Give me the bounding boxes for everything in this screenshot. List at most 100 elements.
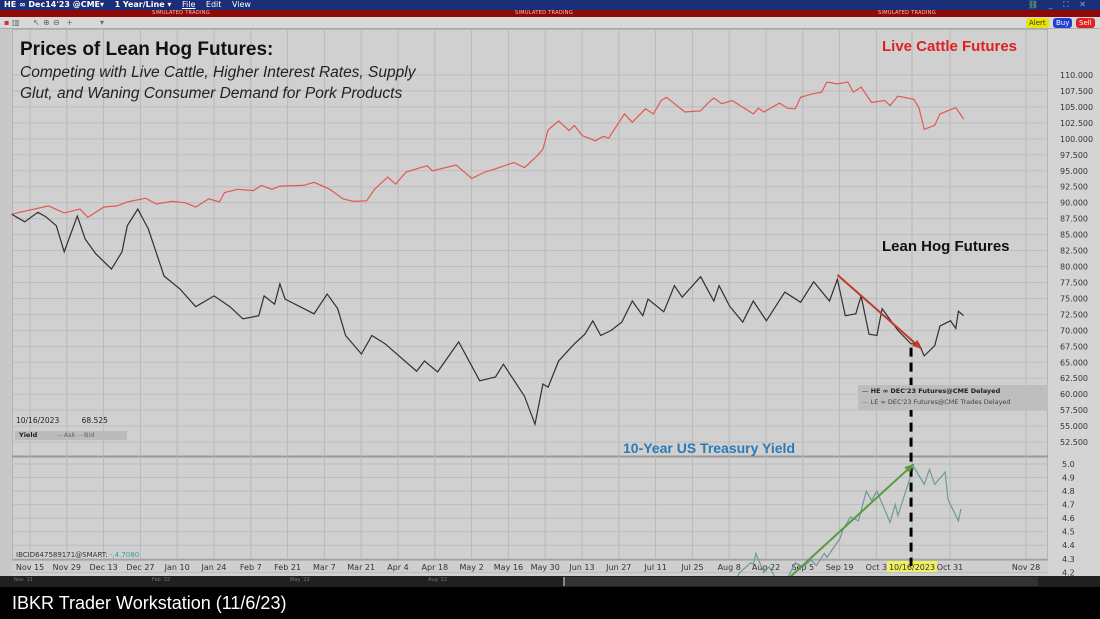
chart-subtitle-1: Competing with Live Cattle, Higher Inter…	[20, 64, 416, 81]
chart-toolbar: ▪ ▥ ↖ ⊕ ⊖ + ▾ Alert Buy Sell	[0, 17, 1100, 29]
y-tick-label: 55.000	[1060, 422, 1088, 431]
yield-readout-id: IBCID647589171@SMART:	[16, 551, 108, 559]
buy-button[interactable]: Buy	[1053, 18, 1073, 28]
simulated-text: SIMULATED TRADING	[878, 10, 936, 16]
live-cattle-series-line	[11, 81, 965, 219]
y-tick-label: 62.500	[1060, 374, 1088, 383]
scroller-label: Aug '22	[428, 577, 448, 583]
x-tick-label: Dec 27	[126, 563, 154, 572]
y-tick-label: 82.500	[1060, 247, 1088, 256]
simulated-text: SIMULATED TRADING	[152, 10, 210, 16]
yield-legend-bid[interactable]: Bid	[84, 431, 95, 439]
yield-readout-value: -,4.7080	[109, 551, 140, 559]
y-tick-label: 4.4	[1062, 541, 1075, 550]
y-tick-label: 4.9	[1062, 474, 1075, 483]
x-tick-label: Feb 7	[240, 563, 262, 572]
chart-area[interactable]: Nov 15 Nov 29 Dec 13 Dec 27 Jan 10 Jan 24 Feb …	[0, 28, 1100, 584]
yield-label: 10-Year US Treasury Yield	[623, 440, 795, 456]
menu-view[interactable]: View	[231, 0, 251, 9]
y-tick-label: 5.0	[1062, 460, 1075, 469]
window-controls[interactable]: ⛓ _ ⛶ ✕	[1028, 0, 1094, 10]
y-tick-label: 4.6	[1062, 514, 1075, 523]
maximize-icon[interactable]: ⛶	[1063, 0, 1069, 9]
highlighted-date-bg	[887, 561, 937, 572]
chart-title: Prices of Lean Hog Futures:	[20, 39, 274, 60]
treasury-yield-series-line	[734, 465, 962, 584]
y-tick-label: 60.000	[1060, 390, 1088, 399]
x-tick-label: May 16	[494, 563, 523, 572]
pan-icon[interactable]: ↖	[33, 18, 40, 27]
y-tick-label: 105.000	[1060, 103, 1093, 112]
title-bar: HE ∞ Dec14'23 @CME▾ 1 Year/Line ▾ File E…	[0, 0, 1100, 10]
y-tick-label: 65.000	[1060, 358, 1088, 367]
y-tick-label: 57.500	[1060, 406, 1088, 415]
alert-button[interactable]: Alert	[1026, 18, 1049, 28]
menu-edit[interactable]: Edit	[205, 0, 222, 9]
y-tick-label: 107.500	[1060, 87, 1093, 96]
menu-file[interactable]: File	[181, 0, 196, 9]
x-tick-label: Mar 21	[347, 563, 375, 572]
chart-type-icon[interactable]: ▪	[4, 18, 10, 27]
sell-button[interactable]: Sell	[1076, 18, 1095, 28]
y-tick-label: 80.000	[1060, 263, 1088, 272]
legend-item-cattle[interactable]: — LE ∞ DEC'23 Futures@CME Trades Delayed	[862, 398, 1011, 406]
yield-legend-ask[interactable]: Ask	[63, 431, 76, 439]
y-axis-strip	[1048, 29, 1100, 576]
y-tick-label: 70.000	[1060, 326, 1088, 335]
y-tick-label: 4.5	[1062, 528, 1075, 537]
x-tick-label: Aug 22	[752, 563, 780, 572]
zoom-in-icon[interactable]: ⊕	[43, 18, 50, 27]
link-icon[interactable]: ⛓	[1027, 0, 1039, 9]
x-tick-label: May 2	[460, 563, 484, 572]
y-tick-label: 77.500	[1060, 278, 1088, 287]
scroller-label: Feb '22	[152, 577, 171, 583]
x-tick-label: Sep 5	[791, 563, 814, 572]
legend-item-hog[interactable]: — HE ∞ DEC'23 Futures@CME Delayed	[862, 387, 1001, 395]
y-tick-label: 67.500	[1060, 342, 1088, 351]
x-tick-label: Nov 29	[53, 563, 81, 572]
scroller-thumb[interactable]	[563, 577, 1038, 586]
simulated-text: SIMULATED TRADING	[515, 10, 573, 16]
left-strip	[0, 29, 12, 576]
x-tick-label: Nov 28	[1012, 563, 1040, 572]
x-tick-label: Jul 11	[643, 563, 666, 572]
minimize-icon[interactable]: _	[1048, 0, 1053, 9]
x-tick-label: Nov 15	[16, 563, 44, 572]
hog-label: Lean Hog Futures	[882, 238, 1010, 255]
chart-subtitle-2: Glut, and Waning Consumer Demand for Por…	[20, 85, 403, 102]
period-selector[interactable]: 1 Year/Line ▾	[114, 0, 172, 9]
x-tick-label: Oct 3	[866, 563, 887, 572]
hog-decline-arrow-head	[912, 339, 922, 349]
y-tick-label: 72.500	[1060, 310, 1088, 319]
x-tick-label: May 30	[531, 563, 560, 572]
cursor-value: 68.525	[81, 416, 108, 425]
cursor-readout: 10/16/2023 68.525	[16, 416, 108, 425]
yield-rise-arrow	[784, 463, 915, 583]
x-tick-label: Aug 8	[718, 563, 741, 572]
chart-svg[interactable]: Nov 15 Nov 29 Dec 13 Dec 27 Jan 10 Jan 24 Feb …	[0, 28, 1100, 584]
x-tick-label: Jun 13	[568, 563, 594, 572]
x-tick-label: Mar 7	[313, 563, 336, 572]
x-tick-label: Oct 31	[937, 563, 964, 572]
price-panel	[11, 28, 1049, 457]
x-tick-label: Jul 25	[680, 563, 703, 572]
x-tick-label: Sep 19	[826, 563, 854, 572]
bars-icon[interactable]: ▥	[12, 18, 20, 27]
y-tick-label: 100.000	[1060, 135, 1093, 144]
yield-panel	[11, 456, 1049, 560]
crosshair-icon[interactable]: +	[66, 18, 73, 27]
y-tick-label: 90.000	[1060, 199, 1088, 208]
y-tick-label: 4.8	[1062, 487, 1075, 496]
symbol-selector[interactable]: HE ∞ Dec14'23 @CME▾	[4, 0, 105, 9]
yield-legend: Yield —Ask —Bid	[15, 431, 127, 440]
x-tick-label: Jan 24	[200, 563, 226, 572]
scroller-label: Nov '21	[14, 577, 34, 583]
close-icon[interactable]: ✕	[1079, 0, 1086, 9]
x-tick-label: Jan 10	[164, 563, 190, 572]
x-tick-label: Dec 13	[89, 563, 117, 572]
settings-icon[interactable]: ▾	[100, 18, 105, 27]
x-tick-label: Apr 4	[387, 563, 408, 572]
zoom-out-icon[interactable]: ⊖	[53, 18, 60, 27]
x-tick-label: Jun 27	[605, 563, 631, 572]
